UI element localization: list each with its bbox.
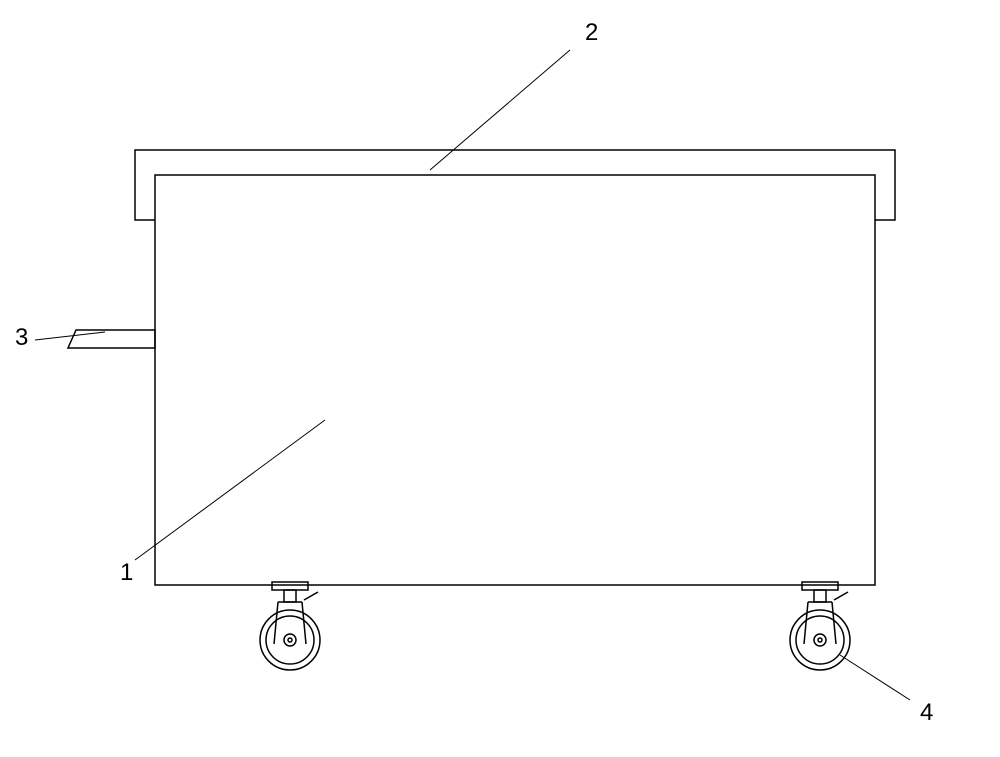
annotation-label-2: 2 [585, 19, 598, 46]
wheel-left [260, 582, 320, 670]
handle [68, 330, 155, 348]
technical-diagram: 1 2 3 4 [0, 0, 1000, 757]
annotation-label-3: 3 [15, 324, 28, 351]
wheel-right [790, 582, 850, 670]
leader-line-3 [35, 332, 105, 340]
leader-line-2 [430, 50, 570, 170]
annotation-label-4: 4 [920, 699, 933, 726]
annotation-label-1: 1 [120, 559, 133, 586]
leader-line-4 [840, 655, 910, 700]
main-body [155, 175, 875, 585]
